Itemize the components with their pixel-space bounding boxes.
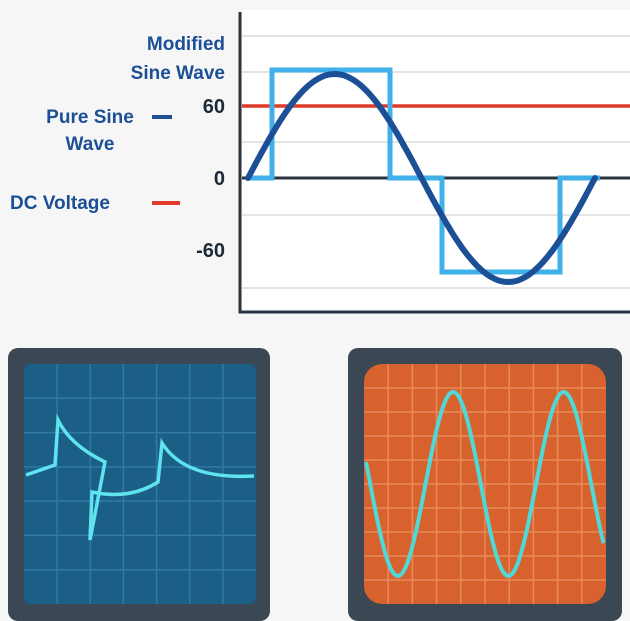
text: Pure Sine: [46, 107, 134, 128]
scope-left-wave: [25, 413, 255, 541]
chart-area: [242, 10, 630, 312]
axes: [238, 12, 630, 314]
scope-right-grid: [364, 364, 606, 604]
y-tick-label: -60: [196, 240, 225, 262]
modified-sine: [248, 67, 600, 275]
text: Modified: [147, 34, 225, 55]
y-tick-label: 0: [214, 168, 225, 190]
text: Wave: [66, 134, 115, 155]
pure-sine: [245, 70, 598, 286]
legend-dc: DC Voltage: [10, 193, 110, 214]
scope-left-screen: [24, 364, 256, 604]
legend-pure: Pure Sine Wave: [46, 107, 134, 155]
text: Sine Wave: [131, 63, 225, 84]
scope-right-wave: [364, 389, 606, 579]
legend-modified: Modified Sine Wave: [131, 34, 225, 84]
y-tick-label: 60: [203, 96, 225, 118]
